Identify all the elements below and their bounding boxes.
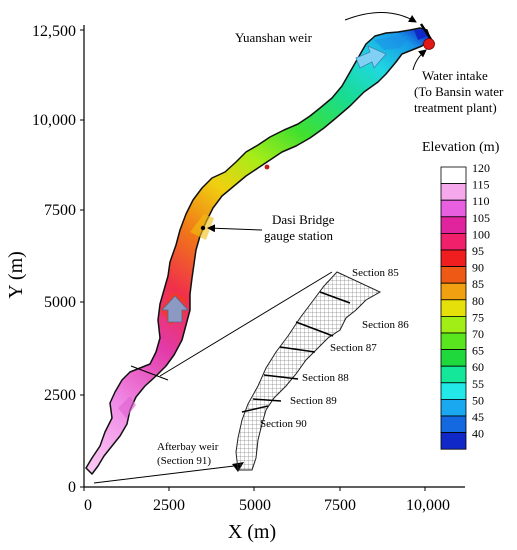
zoom-cut-line (130, 365, 169, 381)
x-axis-title: X (m) (228, 521, 276, 543)
legend-swatch (440, 199, 467, 218)
legend-swatch (440, 183, 467, 201)
legend-label: 100 (472, 227, 490, 241)
legend-swatch (440, 432, 467, 450)
legend-swatch (440, 232, 467, 251)
svg-text:Water intake: Water intake (422, 68, 488, 83)
svg-text:Dasi Bridge: Dasi Bridge (272, 212, 335, 227)
legend-label: 105 (472, 211, 490, 225)
computational-mesh (235, 271, 382, 471)
svg-text:gauge station: gauge station (264, 228, 333, 243)
legend-swatch (440, 282, 467, 301)
yuanshan-weir-marker (419, 23, 436, 50)
section-label: Section 85 (352, 267, 399, 279)
x-tick-label: 10,000 (406, 497, 450, 514)
dasi-bridge-label: Dasi Bridge gauge station (264, 212, 335, 243)
y-tick-label: 10,000 (32, 112, 76, 129)
legend-label: 120 (472, 161, 490, 175)
legend-label: 70 (472, 327, 484, 341)
legend-label: 115 (472, 178, 490, 192)
legend-label: 90 (472, 261, 484, 275)
legend-swatch (440, 349, 467, 367)
yuanshan-weir-pointer (344, 11, 417, 23)
legend-swatch (440, 166, 467, 185)
legend-swatch (440, 398, 467, 417)
legend-label: 60 (472, 360, 484, 374)
legend-label: 110 (472, 194, 490, 208)
flow-arrow-icon (161, 295, 189, 323)
svg-text:Afterbay weir: Afterbay weir (157, 441, 219, 453)
y-tick-labels: 0 2500 5000 7500 10,000 12,500 (32, 23, 76, 496)
legend-label: 40 (472, 427, 484, 441)
legend-swatch (440, 332, 467, 351)
legend-swatch (440, 415, 467, 434)
y-tick-label: 2500 (44, 387, 76, 404)
water-intake-pointer (412, 49, 427, 71)
section-label: Section 90 (260, 418, 307, 430)
y-axis-title: Y (m) (5, 251, 27, 299)
svg-text:treatment plant): treatment plant) (414, 100, 497, 115)
y-tick-label: 12,500 (32, 23, 76, 40)
section-label: Section 87 (330, 342, 377, 354)
svg-text:(To Bansin water: (To Bansin water (414, 84, 504, 99)
water-intake-marker (423, 38, 435, 50)
y-tick-label: 0 (68, 479, 76, 496)
dasi-bridge-gauge-marker (200, 225, 206, 231)
y-tick-label: 7500 (44, 202, 76, 219)
x-tick-label: 2500 (153, 497, 185, 514)
legend-label: 45 (472, 410, 484, 424)
legend-swatch (440, 266, 467, 284)
legend-swatch (440, 365, 467, 384)
legend-label: 65 (472, 344, 484, 358)
x-tick-labels: 0 2500 5000 7500 10,000 (84, 497, 450, 514)
x-tick-label: 5000 (239, 497, 271, 514)
zoom-leader-line (159, 271, 333, 377)
zoom-leader-line (93, 465, 235, 484)
legend-label: 80 (472, 294, 484, 308)
axes (80, 25, 465, 491)
dasi-bridge-pointer (207, 224, 263, 233)
elevation-legend: Elevation (m) 120 115 110 105 100 95 90 85 80 75 7… (422, 140, 500, 450)
legend-swatch (440, 315, 467, 334)
svg-text:(Section 91): (Section 91) (157, 455, 211, 467)
legend-label: 85 (472, 277, 484, 291)
section-labels: Section 85 Section 86 Section 87 Section… (260, 267, 409, 430)
yuanshan-weir-label: Yuanshan weir (235, 30, 313, 45)
legend-title: Elevation (m) (422, 140, 500, 155)
section-label: Section 88 (302, 372, 349, 384)
section-label: Section 89 (290, 395, 337, 407)
legend-swatch (440, 249, 467, 268)
legend-swatch (440, 216, 467, 234)
mesh-grid (235, 271, 382, 471)
x-tick-label: 7500 (324, 497, 356, 514)
legend-label: 75 (472, 310, 484, 324)
legend-label: 95 (472, 244, 484, 258)
legend-swatch (440, 299, 467, 317)
y-tick-label: 5000 (44, 294, 76, 311)
x-tick-label: 0 (84, 497, 92, 514)
section-label: Section 86 (362, 319, 409, 331)
legend-swatch (440, 382, 467, 400)
legend-label: 50 (472, 393, 484, 407)
water-intake-label: Water intake (To Bansin water treatment … (414, 68, 504, 115)
flow-arrow-icon (355, 45, 387, 69)
legend-label: 55 (472, 377, 484, 391)
afterbay-weir-label: Afterbay weir (Section 91) (157, 441, 219, 467)
